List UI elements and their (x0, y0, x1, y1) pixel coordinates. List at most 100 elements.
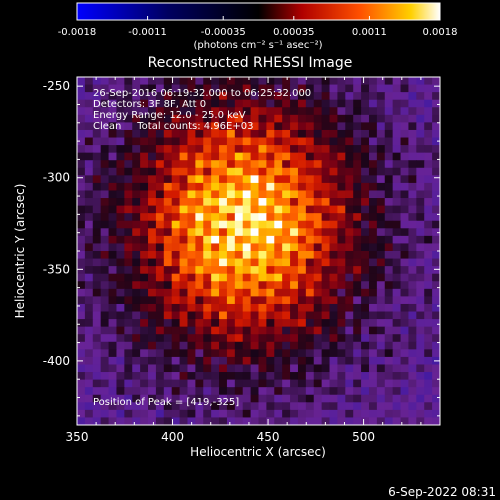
heatmap-cell (242, 394, 252, 403)
heatmap-cell (290, 364, 299, 373)
heatmap-cell (321, 372, 331, 381)
heatmap-cell (211, 129, 220, 139)
heatmap-cell (345, 243, 354, 252)
heatmap-cell (195, 326, 204, 335)
heatmap-cell (368, 387, 378, 396)
heatmap-cell (290, 417, 299, 425)
heatmap-cell (77, 319, 86, 328)
heatmap-cell (77, 281, 86, 290)
heatmap-cell (219, 364, 228, 373)
heatmap-cell (155, 198, 165, 207)
heatmap-cell (140, 311, 149, 320)
heatmap-cell (368, 235, 378, 245)
heatmap-cell (392, 258, 402, 267)
heatmap-cell (179, 296, 189, 305)
heatmap-cell (313, 198, 323, 207)
heatmap-cell (345, 198, 354, 207)
heatmap-cell (400, 288, 410, 297)
heatmap-cell (219, 349, 228, 358)
heatmap-cell (282, 296, 291, 305)
heatmap-cell (100, 205, 110, 214)
heatmap-cell (432, 251, 440, 260)
heatmap-cell (163, 281, 173, 290)
heatmap-cell (250, 334, 260, 343)
heatmap-cell (368, 372, 378, 381)
heatmap-cell (148, 152, 157, 161)
heatmap-cell (408, 92, 417, 101)
heatmap-cell (108, 190, 118, 199)
heatmap-cell (384, 160, 394, 169)
heatmap-cell (266, 99, 275, 108)
heatmap-cell (108, 273, 118, 282)
heatmap-cell (305, 92, 315, 101)
heatmap-cell (203, 319, 212, 328)
heatmap-cell (187, 205, 196, 214)
heatmap-cell (140, 107, 149, 116)
heatmap-cell (226, 334, 236, 343)
heatmap-cell (297, 243, 307, 252)
heatmap-cell (234, 273, 244, 282)
heatmap-cell (163, 326, 173, 335)
heatmap-cell (282, 251, 291, 260)
heatmap-cell (100, 122, 110, 131)
heatmap-cell (211, 137, 220, 146)
heatmap-cell (171, 417, 181, 425)
heatmap-cell (297, 364, 307, 373)
heatmap-cell (84, 402, 94, 411)
heatmap-cell (400, 409, 410, 419)
heatmap-cell (361, 198, 370, 207)
heatmap-cell (376, 243, 386, 252)
colorbar-tick-label: -0.0011 (128, 27, 167, 38)
heatmap-cell (211, 167, 220, 176)
heatmap-cell (345, 319, 354, 328)
heatmap-cell (274, 175, 283, 184)
heatmap-cell (155, 190, 165, 199)
heatmap-cell (416, 281, 425, 290)
heatmap-cell (226, 228, 236, 237)
heatmap-cell (211, 379, 220, 388)
heatmap-cell (171, 167, 181, 176)
heatmap-cell (329, 167, 339, 176)
heatmap-cell (305, 205, 315, 214)
heatmap-cell (305, 266, 315, 275)
heatmap-cell (155, 182, 165, 192)
heatmap-cell (258, 228, 267, 237)
heatmap-cell (116, 387, 125, 396)
heatmap-cell (132, 129, 141, 139)
heatmap-cell (132, 326, 141, 335)
heatmap-cell (226, 402, 236, 411)
heatmap-cell (211, 114, 220, 123)
heatmap-cell (195, 92, 204, 101)
heatmap-cell (211, 152, 220, 161)
heatmap-cell (400, 356, 410, 366)
heatmap-cell (400, 251, 410, 260)
heatmap-cell (203, 213, 212, 222)
heatmap-cell (376, 205, 386, 214)
heatmap-cell (384, 129, 394, 139)
heatmap-cell (321, 235, 331, 245)
heatmap-cell (211, 213, 220, 222)
heatmap-cell (408, 402, 417, 411)
heatmap-cell (116, 220, 125, 229)
heatmap-cell (329, 213, 339, 222)
heatmap-cell (345, 160, 354, 169)
heatmap-cell (163, 92, 173, 101)
heatmap-cell (305, 281, 315, 290)
heatmap-cell (226, 145, 236, 154)
heatmap-cell (124, 114, 133, 123)
heatmap-cell (384, 243, 394, 252)
heatmap-cell (179, 326, 189, 335)
heatmap-cell (211, 319, 220, 328)
heatmap-cell (92, 122, 102, 131)
heatmap-cell (155, 288, 165, 297)
heatmap-cell (416, 311, 425, 320)
heatmap-cell (290, 84, 299, 93)
heatmap-cell (337, 152, 346, 161)
heatmap-cell (116, 175, 125, 184)
heatmap-cell (376, 311, 386, 320)
heatmap-cell (345, 251, 354, 260)
heatmap-cell (392, 129, 402, 139)
heatmap-cell (416, 220, 425, 229)
heatmap-cell (258, 394, 267, 403)
heatmap-cell (155, 334, 165, 343)
